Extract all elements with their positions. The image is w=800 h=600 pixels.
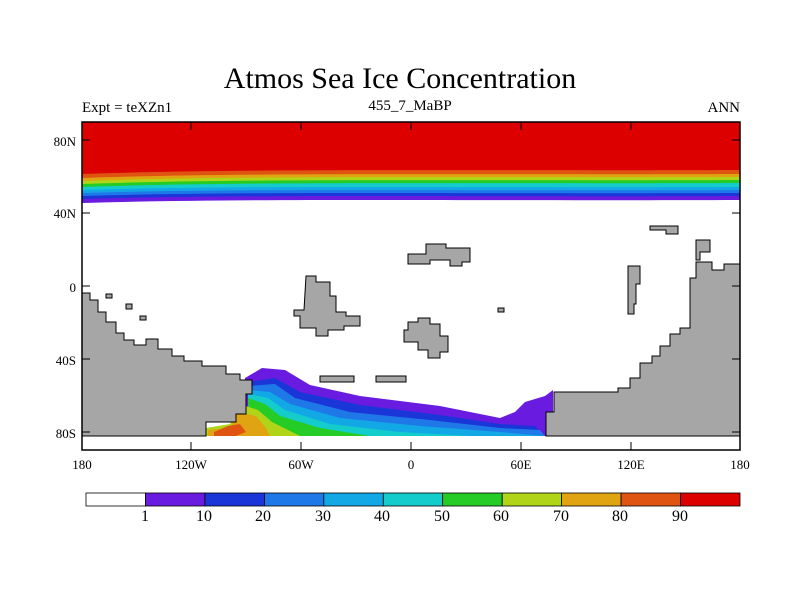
x-tick-120e: 120E: [617, 457, 645, 472]
colorbar-swatch-5: [382, 492, 444, 507]
experiment-label: Expt = teXZn1: [82, 100, 173, 116]
colorbar-swatch-0: [85, 492, 146, 507]
land-islet-2: [125, 303, 133, 310]
colorbar-label-70: 70: [553, 508, 569, 525]
s-ice-band-80: [214, 424, 246, 436]
ice-band-90: [82, 122, 740, 174]
colorbar-swatch-2: [204, 492, 265, 507]
colorbar-label-10: 10: [196, 508, 212, 525]
colorbar-label-30: 30: [315, 508, 331, 525]
y-tick-40n: 40N: [53, 206, 76, 221]
colorbar-label-90: 90: [672, 508, 688, 525]
colorbar-label-80: 80: [612, 508, 628, 525]
period-label: 455_7_MaBP: [368, 98, 452, 114]
y-tick-0: 0: [69, 280, 77, 295]
land-masses: [82, 225, 740, 437]
x-tick-0: 0: [407, 457, 415, 472]
land-islet-1: [105, 293, 113, 299]
land-islet-5: [319, 375, 355, 383]
season-label: ANN: [707, 100, 741, 116]
map-title: Atmos Sea Ice Concentration: [223, 62, 577, 95]
land-east-islet-a: [649, 225, 679, 235]
land-east-continent: [545, 261, 740, 437]
colorbar-swatch-6: [442, 492, 503, 507]
land-islet-4: [497, 307, 505, 313]
y-tick-80n: 80N: [53, 134, 76, 149]
land-east-strip: [627, 265, 641, 315]
land-east-islet-b: [695, 239, 711, 261]
colorbar: [85, 492, 741, 507]
y-tick-40s: 40S: [55, 353, 76, 368]
colorbar-swatch-4: [323, 492, 384, 507]
x-tick-60w: 60W: [288, 457, 314, 472]
map-field: [82, 122, 740, 437]
y-tick-80s: 80S: [55, 426, 76, 441]
colorbar-label-60: 60: [493, 508, 509, 525]
colorbar-swatch-3: [263, 492, 325, 507]
land-south-island: [403, 317, 449, 359]
colorbar-swatch-8: [561, 492, 622, 507]
x-tick-60e: 60E: [510, 457, 532, 472]
x-tick-120w: 120W: [175, 457, 207, 472]
land-islet-6: [375, 375, 407, 383]
colorbar-swatch-10: [680, 492, 741, 507]
land-north-island: [407, 243, 471, 267]
colorbar-label-20: 20: [255, 508, 271, 525]
colorbar-label-1: 1: [141, 508, 149, 525]
x-tick-180e: 180: [730, 457, 750, 472]
land-west-continent: [82, 292, 253, 437]
arctic-ice-field: [82, 122, 740, 203]
land-center-island: [293, 275, 361, 337]
land-islet-3: [139, 315, 147, 321]
axis-ticks: [82, 122, 740, 450]
x-tick-180w: 180: [72, 457, 92, 472]
colorbar-swatch-9: [620, 492, 681, 507]
colorbar-label-50: 50: [434, 508, 450, 525]
colorbar-label-40: 40: [374, 508, 390, 525]
antarctic-ice-field: [206, 368, 553, 436]
colorbar-swatch-7: [501, 492, 563, 507]
colorbar-swatch-1: [145, 492, 206, 507]
